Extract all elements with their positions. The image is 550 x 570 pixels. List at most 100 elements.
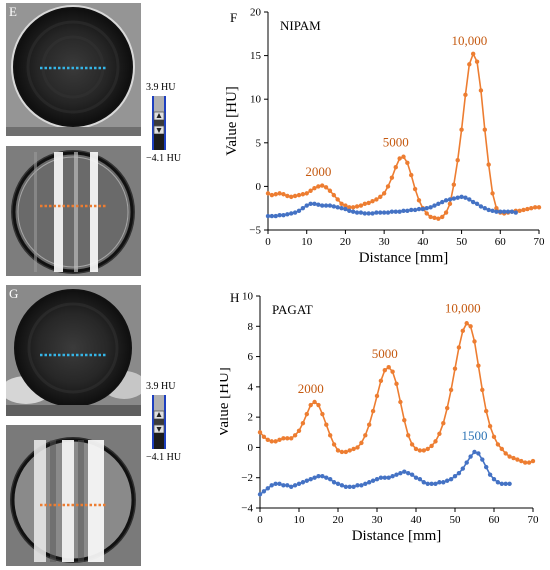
chart-h-point-blue <box>386 475 391 480</box>
chart-f-point-blue <box>347 208 352 214</box>
chart-h-point-orange <box>421 448 426 453</box>
chart-h-point-blue <box>445 478 450 483</box>
chart-f-point-blue <box>362 211 367 216</box>
chart-f-point-orange <box>447 201 453 207</box>
panel-letter-e: E <box>9 4 17 19</box>
chart-h-point-blue <box>460 466 465 471</box>
chart-f-point-orange <box>366 200 371 206</box>
chart-h-point-orange <box>425 446 430 452</box>
chart-f-nipam: −5 0 5 10 15 20 0 10 20 30 40 50 60 70 Distance [mm] Va… <box>224 7 545 267</box>
chart-f-point-blue <box>393 209 398 214</box>
chart-h-point-orange <box>409 442 415 447</box>
chart-h-point-orange <box>472 339 477 344</box>
chart-f-point-blue <box>440 199 445 205</box>
chart-f-point-orange <box>532 205 538 210</box>
chart-h-point-blue <box>480 457 485 462</box>
chart-f-point-orange <box>490 191 495 196</box>
chart-h-point-orange <box>273 439 278 444</box>
chart-h-point-blue <box>448 477 454 482</box>
chart-f-point-blue <box>412 207 418 213</box>
chart-f-point-blue <box>509 209 515 214</box>
chart-h-point-orange <box>413 446 419 452</box>
chart-h-point-orange <box>316 402 321 408</box>
chart-f-point-orange <box>265 191 271 196</box>
chart-f-point-orange <box>304 191 309 196</box>
chart-h-point-orange <box>390 369 395 374</box>
chart-h-point-orange <box>507 454 512 459</box>
chart-h-point-orange <box>261 434 267 440</box>
chart-f-xlabel: Distance [mm] <box>359 250 449 266</box>
chart-h-point-blue <box>339 483 345 488</box>
chart-f-point-orange <box>409 172 414 178</box>
chart-h-point-orange <box>351 446 356 452</box>
chart-h-point-blue <box>382 475 387 480</box>
chart-h-point-blue <box>413 475 419 480</box>
chart-f-point-orange <box>296 192 302 198</box>
chart-f-point-orange <box>389 175 395 180</box>
chart-h-point-blue <box>406 470 411 476</box>
chart-f-point-orange <box>358 203 364 208</box>
chart-h-point-orange <box>328 433 333 438</box>
chart-h-point-blue <box>312 475 317 480</box>
chart-h-pagat: −4 −2 0 2 4 6 8 10 0 10 20 30 40 50 60 70 Distance [mm] V… <box>220 291 539 545</box>
chart-f-point-orange <box>436 216 441 221</box>
chart-f-point-blue <box>366 211 371 216</box>
chart-h-title: PAGAT <box>272 302 313 317</box>
chart-f-point-blue <box>285 212 290 217</box>
chart-h-point-orange <box>464 321 469 326</box>
chart-f-point-orange <box>354 204 360 209</box>
chart-h-point-orange <box>359 440 364 446</box>
chart-h-ytick-label: 6 <box>248 351 254 363</box>
ct-image-g-top: G <box>6 285 141 416</box>
chart-f-point-orange <box>370 199 375 204</box>
chart-f-point-blue <box>289 211 294 216</box>
chart-f-point-orange <box>432 215 437 220</box>
chart-f-point-orange <box>343 203 348 208</box>
chart-h-point-blue <box>398 470 403 476</box>
chart-f-point-blue <box>292 210 298 215</box>
chart-h-xtick-label: 60 <box>489 514 501 526</box>
chart-f-point-blue <box>339 206 344 211</box>
chart-h-point-blue <box>320 474 325 479</box>
chart-f-ytick-label: 15 <box>250 50 262 62</box>
chart-f-point-orange <box>416 198 422 203</box>
chart-f-point-orange <box>285 193 290 199</box>
chart-h-point-orange <box>320 411 325 417</box>
chart-h-point-orange <box>378 378 384 383</box>
chart-h-point-orange <box>526 460 532 465</box>
chart-f-point-blue <box>436 201 441 207</box>
chart-h-point-blue <box>261 489 267 494</box>
chart-h-point-blue <box>476 451 481 456</box>
chart-f-point-orange <box>281 192 286 197</box>
chart-h-point-blue <box>355 483 360 488</box>
chart-h-point-orange <box>394 381 399 387</box>
chart-h-ylabel: Value [HU] <box>220 367 232 437</box>
chart-f-point-blue <box>273 213 278 219</box>
chart-f-point-blue <box>513 210 518 215</box>
chart-f-point-blue <box>350 209 356 214</box>
chart-f-point-blue <box>455 195 460 200</box>
chart-h-point-orange <box>257 430 263 435</box>
chart-f-point-orange <box>459 127 464 132</box>
chart-f-point-blue <box>312 201 317 207</box>
chart-h-point-blue <box>433 481 438 486</box>
chart-f-point-orange <box>331 192 337 198</box>
chart-f-point-blue <box>316 202 321 207</box>
chart-f-point-orange <box>289 194 294 200</box>
chart-h-point-orange <box>289 436 294 441</box>
chart-f-point-orange <box>397 156 402 161</box>
chart-h-point-blue <box>285 483 290 488</box>
chart-h-point-orange <box>281 436 286 441</box>
chart-h-ytick-label: 4 <box>248 381 254 393</box>
chart-f-point-blue <box>381 210 387 215</box>
chart-f-ytick-label: −5 <box>249 225 261 237</box>
chart-h-point-blue <box>484 464 489 470</box>
chart-f-point-blue <box>397 209 402 214</box>
colorbar-e-bottom-label: −4.1 HU <box>146 153 182 164</box>
colorbar-g-bottom-label: −4.1 HU <box>146 452 182 463</box>
chart-h-point-orange <box>269 439 274 444</box>
chart-h-point-orange <box>398 399 403 405</box>
chart-f-point-orange <box>467 62 472 67</box>
chart-f-point-blue <box>378 210 383 215</box>
chart-h-point-blue <box>324 475 329 480</box>
